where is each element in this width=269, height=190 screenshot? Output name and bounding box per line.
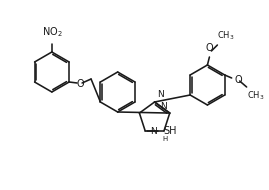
Text: CH$_3$: CH$_3$	[247, 89, 264, 101]
Text: CH$_3$: CH$_3$	[217, 29, 235, 42]
Text: NO$_2$: NO$_2$	[41, 25, 62, 39]
Text: N: N	[160, 102, 167, 111]
Text: N: N	[150, 127, 157, 136]
Text: SH: SH	[163, 126, 177, 136]
Text: N: N	[158, 90, 164, 99]
Text: O: O	[206, 43, 213, 53]
Text: O: O	[76, 79, 84, 89]
Text: H: H	[162, 136, 167, 142]
Text: O: O	[235, 75, 242, 85]
